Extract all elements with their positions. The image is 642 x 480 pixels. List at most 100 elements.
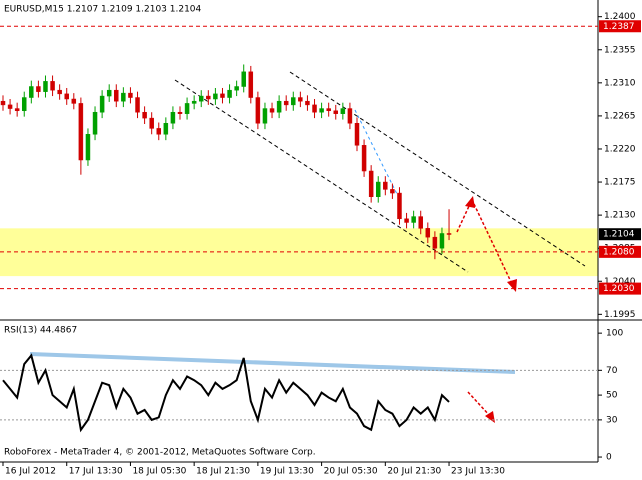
support-zone <box>0 228 598 277</box>
level-label: 1.2030 <box>603 284 635 294</box>
candle-body <box>439 233 445 249</box>
candle-body <box>276 100 282 113</box>
candle-body <box>14 108 20 112</box>
candle-body <box>142 111 147 119</box>
candle-body <box>354 123 360 146</box>
y-tick-label: 1.2400 <box>604 12 636 22</box>
candle-body <box>177 111 183 114</box>
candle-body <box>213 93 218 100</box>
x-tick-label: 20 Jul 21:30 <box>387 467 441 477</box>
candle-body <box>305 100 310 106</box>
candle-body <box>149 117 154 129</box>
candle-body <box>184 103 190 114</box>
candle-body <box>85 134 91 161</box>
x-tick-label: 23 Jul 13:30 <box>451 467 505 477</box>
candle-body <box>368 170 374 197</box>
y-tick-label: 30 <box>606 415 618 425</box>
drawings <box>29 71 586 423</box>
candle-body <box>319 108 324 113</box>
candle-body <box>78 103 84 161</box>
level-label: 1.2080 <box>603 247 635 257</box>
x-tick-label: 18 Jul 05:30 <box>132 467 186 477</box>
candle-body <box>71 98 77 104</box>
candle-body <box>0 100 6 106</box>
candle-body <box>163 123 169 135</box>
candle-body <box>340 108 346 114</box>
candle-body <box>64 93 69 100</box>
candle-body <box>106 89 112 97</box>
candle-body <box>418 216 423 229</box>
candle-body <box>36 86 41 92</box>
candle-body <box>234 86 239 91</box>
level-box <box>599 245 641 258</box>
copyright: RoboForex - MetaTrader 4, © 2001-2012, M… <box>4 448 316 458</box>
candle-body <box>43 81 48 92</box>
y-tick-label: 1.2175 <box>604 178 636 188</box>
candle-body <box>383 181 388 190</box>
candle-body <box>191 100 197 104</box>
trend-line <box>354 109 401 201</box>
candle-body <box>361 145 367 172</box>
x-tick-label: 16 Jul 2012 <box>5 467 56 477</box>
candle-body <box>29 86 34 98</box>
x-tick-label: 18 Jul 21:30 <box>196 467 250 477</box>
candle-body <box>255 97 261 124</box>
candle-body <box>227 89 232 98</box>
level-label: 1.2104 <box>603 230 635 240</box>
candle-body <box>50 81 55 91</box>
candle-body <box>241 71 246 87</box>
candle-body <box>333 110 339 114</box>
candle-body <box>170 111 176 124</box>
y-tick-label: 1.1995 <box>604 310 636 320</box>
candle-body <box>7 104 13 109</box>
candle-body <box>135 97 140 113</box>
level-label: 1.2387 <box>603 22 635 32</box>
y-tick-label: 1.2130 <box>604 211 636 221</box>
level-box <box>599 20 641 33</box>
candle-body <box>92 111 98 135</box>
candle-body <box>291 97 296 106</box>
candle-body <box>248 71 254 98</box>
candle-body <box>206 95 211 100</box>
y-tick-label: 1.2355 <box>604 45 636 55</box>
forecast-arrow <box>456 203 471 233</box>
candle-body <box>298 97 303 102</box>
y-tick-label: 100 <box>606 329 623 339</box>
candle-body <box>375 181 381 197</box>
candle-body <box>425 228 431 238</box>
level-box <box>599 282 641 295</box>
y-tick-label: 1.2040 <box>604 277 636 287</box>
chart-title: EURUSD,M15 1.2107 1.2109 1.2103 1.2104 <box>4 5 202 15</box>
y-tick-label: 0 <box>606 453 612 463</box>
y-tick-label: 1.2265 <box>604 111 636 121</box>
channel-line <box>174 79 469 273</box>
x-tick-label: 19 Jul 13:30 <box>260 467 314 477</box>
candle-body <box>390 189 395 194</box>
candle-body <box>283 100 289 106</box>
x-tick-label: 20 Jul 05:30 <box>324 467 378 477</box>
y-tick-label: 70 <box>606 366 618 376</box>
y-tick-label: 1.2220 <box>604 144 636 154</box>
y-tick-label: 1.2310 <box>604 78 636 88</box>
candle-body <box>262 108 268 124</box>
candle-body <box>446 233 452 235</box>
y-tick-label: 50 <box>606 391 618 401</box>
candle-body <box>121 92 126 102</box>
candle-body <box>99 95 105 113</box>
candle-body <box>156 128 162 135</box>
candle-body <box>347 108 353 124</box>
candle-body <box>114 89 119 102</box>
candle-body <box>411 216 416 223</box>
candle-body <box>57 89 62 95</box>
candle-body <box>404 218 409 223</box>
x-tick-label: 17 Jul 13:30 <box>69 467 123 477</box>
forecast-arrow <box>467 391 491 417</box>
candle-body <box>432 236 438 249</box>
indicator-title: RSI(13) 44.4867 <box>4 326 77 336</box>
level-box <box>599 228 641 241</box>
arrow-head <box>465 196 475 208</box>
candle-body <box>21 97 27 112</box>
candle-body <box>397 192 402 220</box>
candle-body <box>220 93 225 98</box>
